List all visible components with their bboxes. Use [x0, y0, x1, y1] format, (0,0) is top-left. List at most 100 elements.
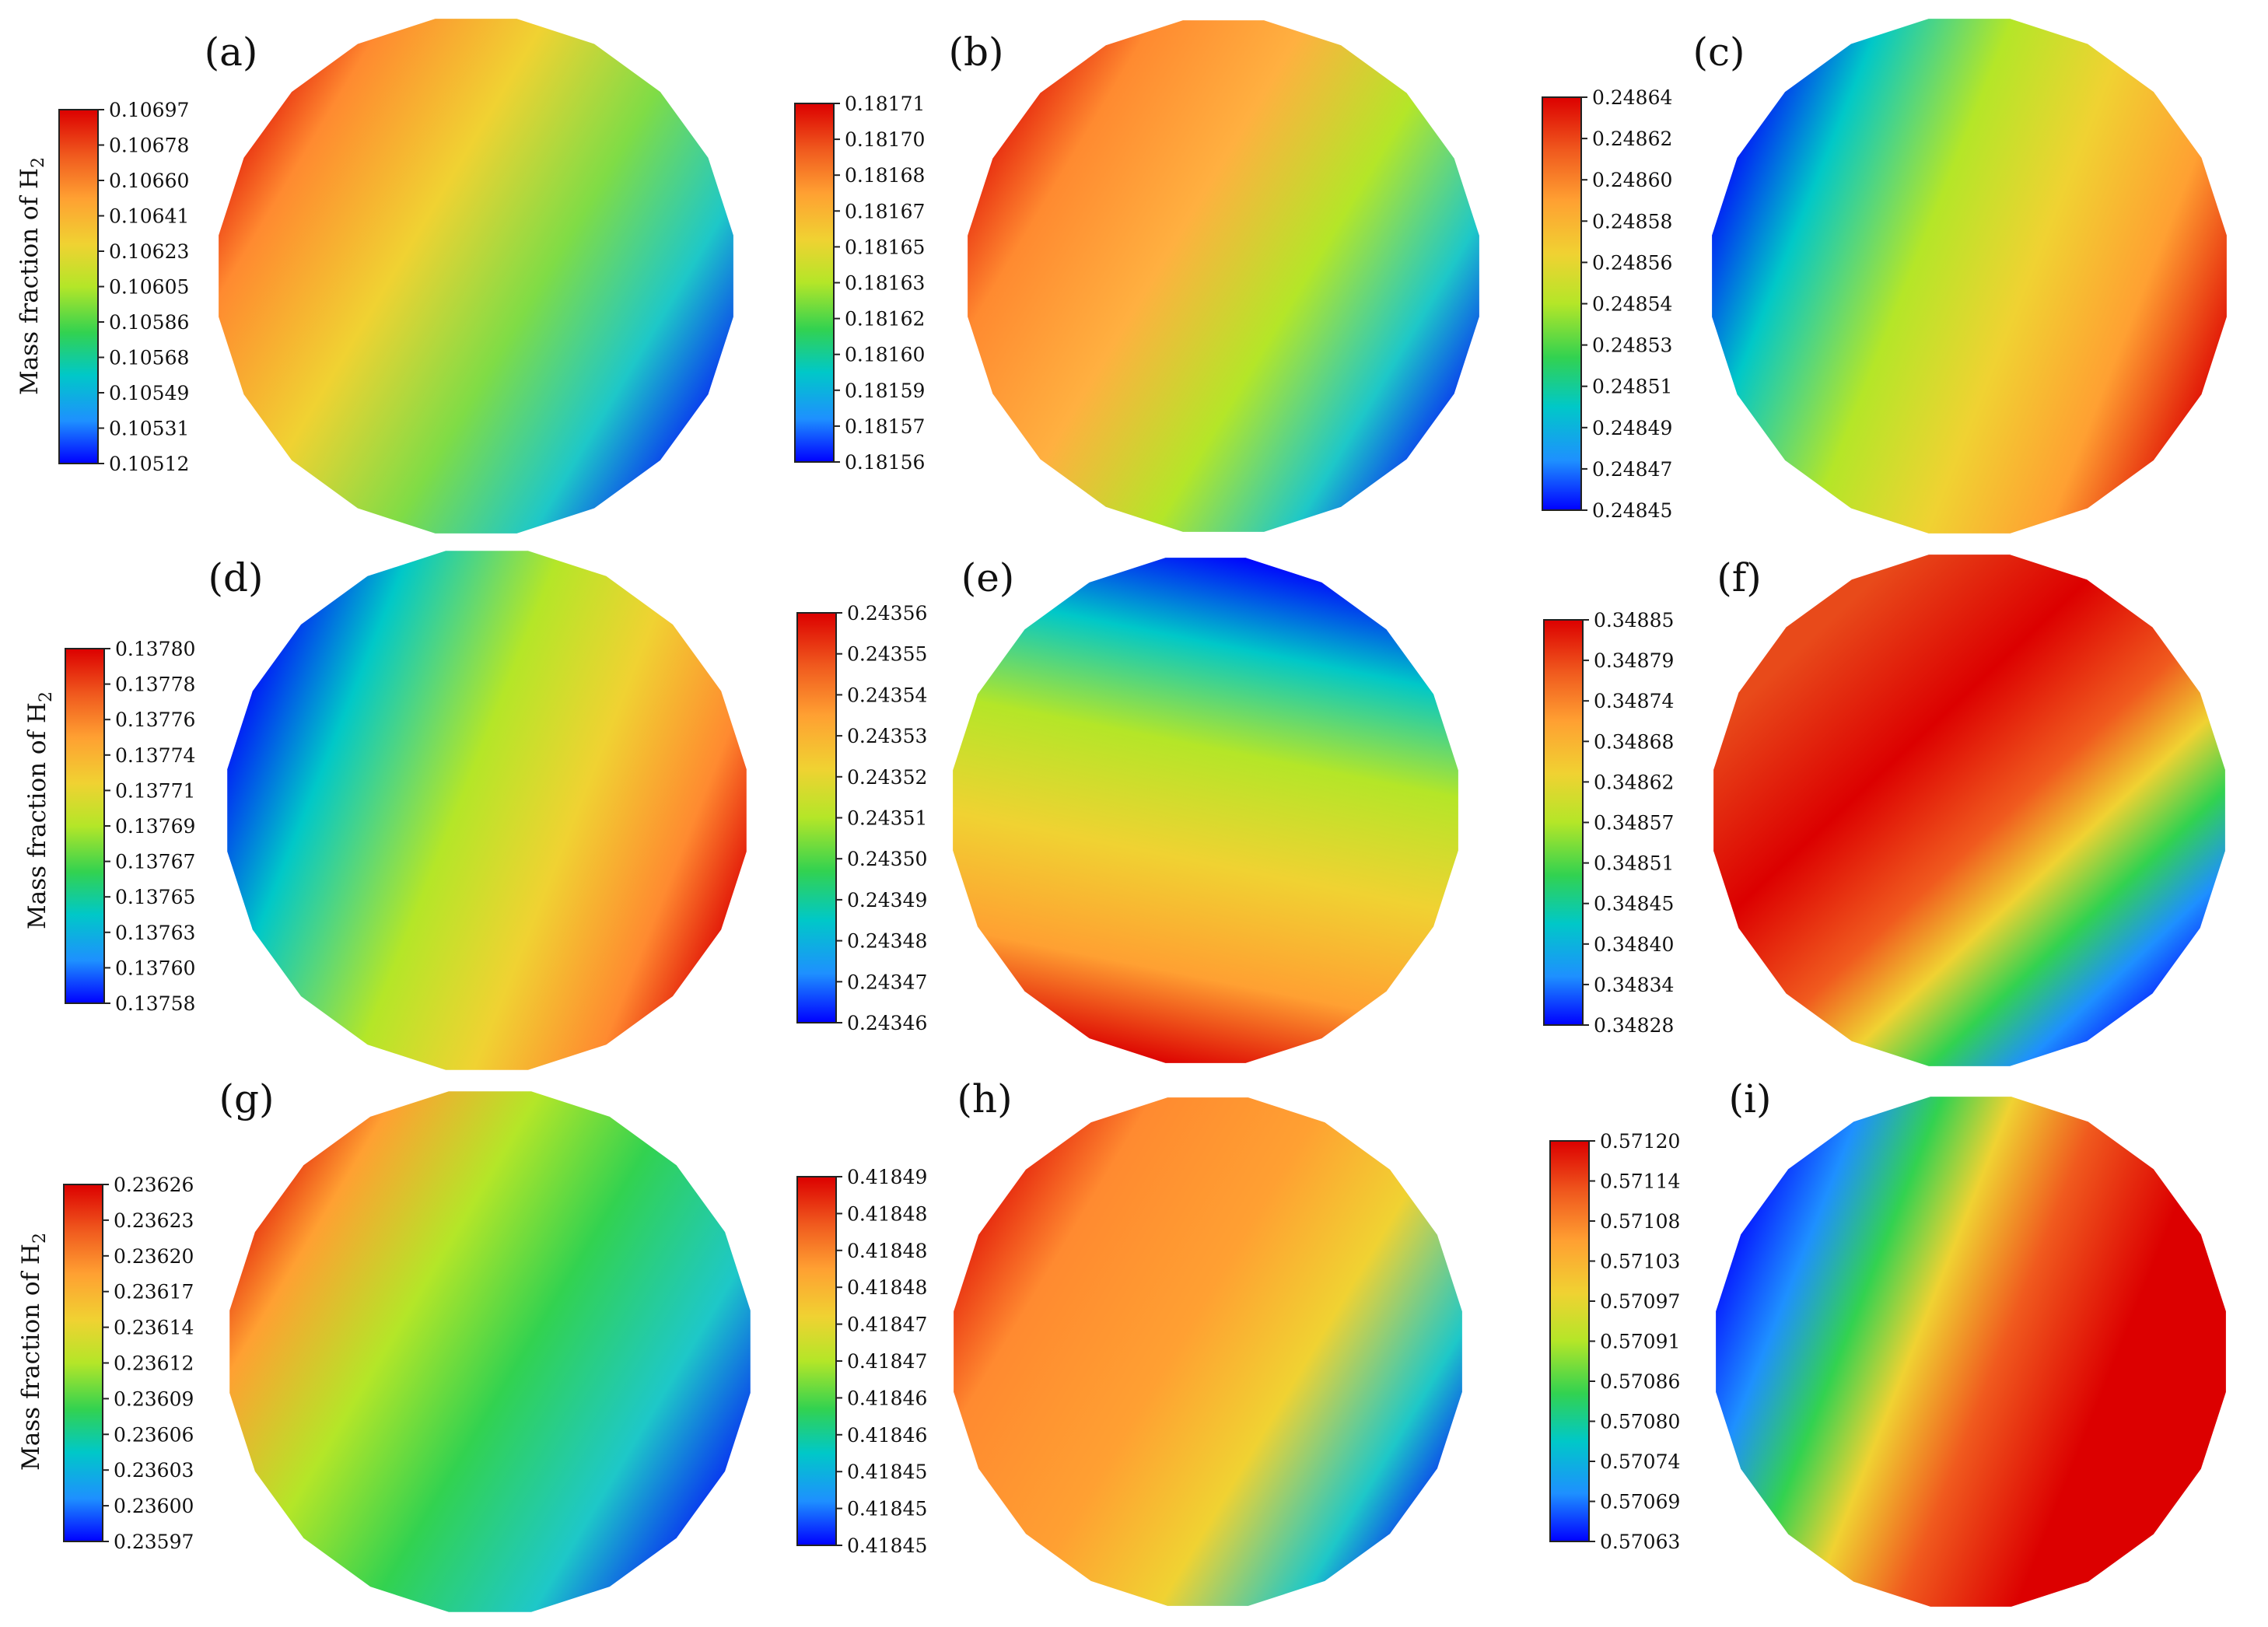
colorbar-tick-label: 0.24858 [1592, 210, 1672, 233]
colorbar-tick-label: 0.13776 [115, 709, 195, 731]
row-ylabel: Mass fraction of H2 [17, 1233, 50, 1471]
colorbar-tick-label: 0.10605 [109, 276, 189, 299]
colorbar-tick-label: 0.24860 [1592, 169, 1672, 191]
colorbar-tick-label: 0.57120 [1600, 1130, 1680, 1153]
contour-disc-f [1713, 555, 2225, 1066]
colorbar-tick-label: 0.10549 [109, 382, 189, 404]
colorbar-tick-label: 0.34857 [1594, 812, 1674, 834]
colorbar-tick-label: 0.23597 [114, 1531, 194, 1553]
colorbar-tick-label: 0.24348 [847, 930, 927, 953]
colorbar-tick-label: 0.23620 [114, 1245, 194, 1268]
panel-label-e: (e) [961, 555, 1015, 600]
contour-disc-g [229, 1091, 751, 1612]
colorbar-tick-label: 0.13780 [115, 638, 195, 660]
contour-disc-c [1712, 19, 2227, 534]
colorbar-tick-label: 0.41846 [847, 1424, 927, 1447]
colorbar-tick-label: 0.24862 [1592, 128, 1672, 150]
colorbar-tick-label: 0.41847 [847, 1350, 927, 1373]
colorbar-tick-label: 0.23626 [114, 1174, 194, 1196]
colorbar-tick-label: 0.24347 [847, 971, 927, 993]
colorbar-tick-label: 0.13760 [115, 957, 195, 979]
colorbar-tick-label: 0.18168 [845, 164, 925, 187]
colorbar-tick-label: 0.24847 [1592, 458, 1672, 481]
colorbar-tick-label: 0.13769 [115, 815, 195, 838]
colorbar-tick-label: 0.10586 [109, 311, 189, 334]
colorbar-tick-label: 0.41845 [847, 1461, 927, 1483]
contour-disc-b [968, 20, 1479, 532]
colorbar-tick-label: 0.18160 [845, 344, 925, 366]
colorbar-tick-label: 0.23623 [114, 1209, 194, 1232]
colorbar-tick-label: 0.57069 [1600, 1491, 1680, 1513]
panel-label-i: (i) [1728, 1076, 1771, 1121]
colorbar-tick-label: 0.41848 [847, 1240, 927, 1262]
panel-i: (i) 0.57120 0.57114 0.57108 0.57103 0.57097 0.… [1549, 1076, 2226, 1607]
colorbar-tick-label: 0.23617 [114, 1281, 194, 1303]
colorbar-tick-label: 0.13774 [115, 744, 195, 767]
colorbar-tick-label: 0.24845 [1592, 499, 1672, 522]
panel-b: (b) 0.18171 0.18170 0.18168 0.18167 0.18165 0.… [794, 20, 1479, 532]
colorbar-tick-label: 0.57114 [1600, 1170, 1680, 1193]
colorbar-tick-label: 0.41848 [847, 1202, 927, 1225]
colorbar-tick-label: 0.24349 [847, 889, 927, 911]
colorbar-tick-label: 0.24849 [1592, 417, 1672, 439]
colorbar-g [63, 1184, 103, 1542]
colorbar-tick-label: 0.23603 [114, 1459, 194, 1482]
colorbar-tick-label: 0.24854 [1592, 293, 1672, 316]
colorbar-tick-label: 0.34834 [1594, 974, 1674, 996]
colorbar-tick-label: 0.24355 [847, 643, 927, 666]
colorbar-tick-label: 0.18157 [845, 415, 925, 438]
panel-a: (a) 0.10697 0.10678 0.10660 0.10641 0.10623 0.… [16, 19, 733, 534]
colorbar-tick-label: 0.13758 [115, 992, 195, 1015]
colorbar-tick-label: 0.34851 [1594, 852, 1674, 875]
colorbar-tick-label: 0.57103 [1600, 1251, 1680, 1273]
colorbar-tick-label: 0.18162 [845, 308, 925, 331]
colorbar-tick-label: 0.41845 [847, 1534, 927, 1557]
colorbar-i [1549, 1140, 1590, 1542]
colorbar-tick-label: 0.24351 [847, 807, 927, 830]
colorbar-tick-label: 0.34845 [1594, 893, 1674, 915]
contour-disc-a [219, 19, 733, 534]
colorbar-tick-label: 0.18171 [845, 93, 925, 115]
colorbar-tick-label: 0.34862 [1594, 771, 1674, 793]
colorbar-tick-label: 0.13778 [115, 674, 195, 696]
colorbar-e [796, 612, 837, 1023]
colorbar-tick-label: 0.57086 [1600, 1370, 1680, 1393]
colorbar-c [1542, 96, 1582, 511]
colorbar-tick-label: 0.18165 [845, 236, 925, 258]
panel-label-g: (g) [219, 1076, 274, 1121]
panel-label-h: (h) [957, 1076, 1012, 1121]
colorbar-tick-label: 0.24346 [847, 1012, 927, 1034]
panel-f: (f) 0.34885 0.34879 0.34874 0.34868 0.34862 0.… [1543, 555, 2225, 1066]
colorbar-b [794, 103, 835, 463]
colorbar-tick-label: 0.18156 [845, 451, 925, 474]
colorbar-tick-label: 0.23606 [114, 1423, 194, 1446]
contour-disc-i [1716, 1097, 2226, 1607]
colorbar-tick-label: 0.24856 [1592, 251, 1672, 274]
colorbar-tick-label: 0.34828 [1594, 1014, 1674, 1037]
colorbar-tick-label: 0.10568 [109, 347, 189, 369]
colorbar-tick-label: 0.24353 [847, 725, 927, 747]
colorbar-tick-label: 0.13763 [115, 922, 195, 944]
colorbar-tick-label: 0.23609 [114, 1387, 194, 1410]
colorbar-f [1543, 619, 1584, 1026]
panel-label-c: (c) [1692, 30, 1745, 75]
colorbar-tick-label: 0.18163 [845, 272, 925, 295]
colorbar-tick-label: 0.10678 [109, 135, 189, 157]
colorbar-tick-label: 0.24356 [847, 602, 927, 625]
colorbar-tick-label: 0.41847 [847, 1314, 927, 1336]
colorbar-tick-label: 0.41845 [847, 1498, 927, 1520]
colorbar-tick-label: 0.13771 [115, 779, 195, 802]
row-ylabel: Mass fraction of H2 [16, 157, 48, 395]
colorbar-tick-label: 0.34879 [1594, 649, 1674, 672]
colorbar-tick-label: 0.41849 [847, 1166, 927, 1188]
colorbar-tick-label: 0.10512 [109, 453, 189, 475]
colorbar-tick-label: 0.23600 [114, 1495, 194, 1517]
panel-label-b: (b) [948, 30, 1003, 75]
colorbar-tick-label: 0.24350 [847, 848, 927, 870]
colorbar-d [65, 648, 105, 1004]
panel-c: (c) 0.24864 0.24862 0.24860 0.24858 0.24856 0.… [1542, 19, 2227, 534]
contour-disc-e [953, 558, 1458, 1063]
panel-d: (d) 0.13780 0.13778 0.13776 0.13774 0.13771 0.… [23, 551, 747, 1070]
colorbar-tick-label: 0.24853 [1592, 334, 1672, 357]
colorbar-tick-label: 0.24864 [1592, 86, 1672, 109]
